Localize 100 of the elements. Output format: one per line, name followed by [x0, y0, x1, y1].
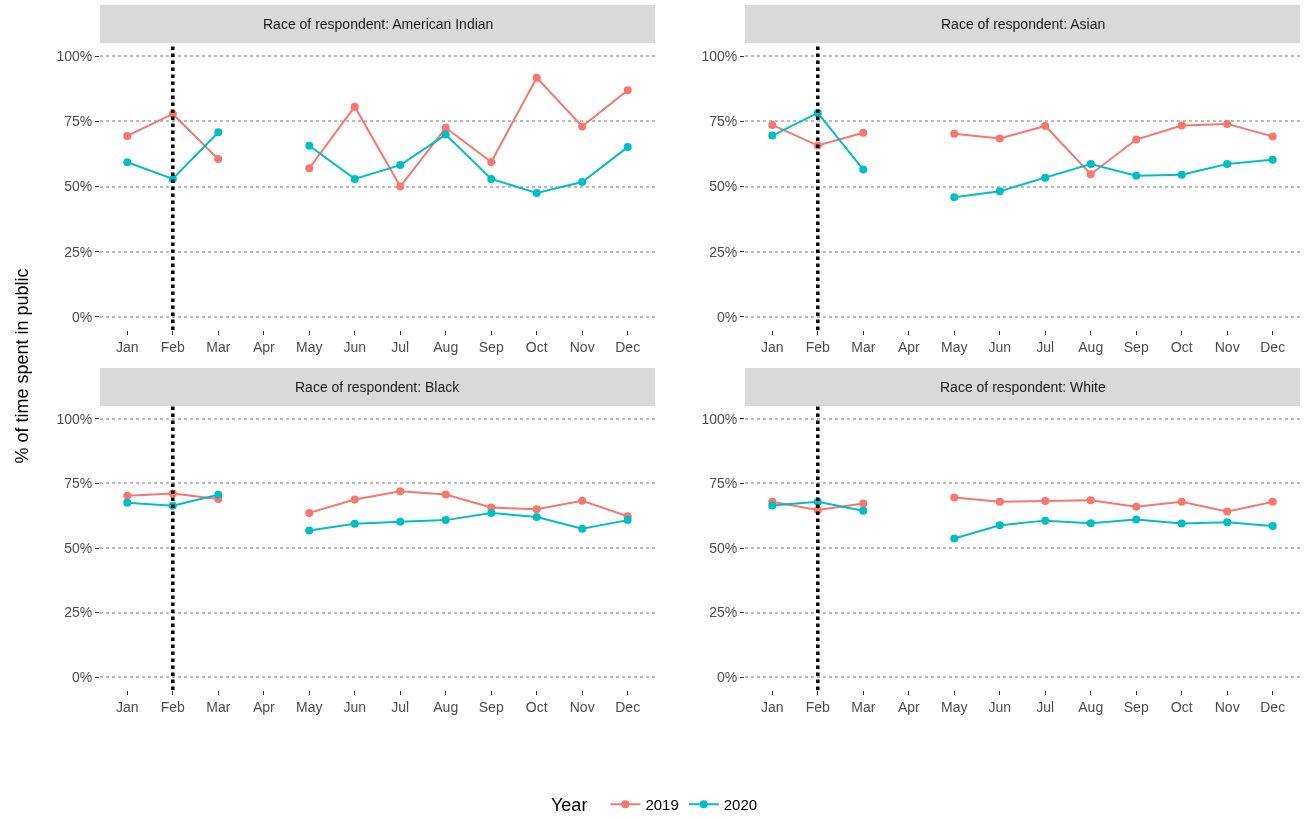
x-tick-label: Nov	[569, 338, 595, 355]
x-tick-label: Jul	[391, 698, 410, 715]
point	[350, 519, 359, 528]
x-tick-label: Dec	[615, 698, 641, 715]
point	[214, 155, 223, 164]
point	[123, 491, 132, 500]
point	[1041, 173, 1050, 182]
point	[350, 102, 359, 111]
y-tick-label: 25%	[709, 243, 738, 260]
legend-label: 2019	[645, 796, 679, 814]
point	[1177, 497, 1186, 506]
y-tick-label: 100%	[701, 410, 738, 427]
x-tick-label: Sep	[1123, 698, 1149, 715]
point	[859, 506, 868, 515]
point	[1041, 497, 1050, 506]
point	[995, 497, 1004, 506]
point	[995, 521, 1004, 530]
x-tick-label: Jun	[343, 338, 367, 355]
point	[1041, 516, 1050, 525]
x-tick-label: Jan	[116, 698, 139, 715]
y-tick-label: 100%	[701, 47, 738, 64]
x-tick-label: May	[941, 338, 968, 355]
x-tick-label: Jan	[761, 698, 784, 715]
y-tick-label: 75%	[709, 113, 738, 130]
y-tick-label: 75%	[64, 113, 93, 130]
point	[950, 129, 959, 138]
point	[1132, 515, 1141, 524]
x-tick-label: Jan	[761, 338, 784, 355]
point	[623, 516, 632, 525]
y-tick-label: 0%	[716, 308, 738, 325]
x-tick-label: Jun	[988, 698, 1012, 715]
point	[441, 490, 450, 499]
y-tick-label: 75%	[709, 475, 738, 492]
x-tick-label: Apr	[897, 338, 920, 355]
x-tick-label: Jan	[116, 338, 139, 355]
point	[1086, 160, 1095, 169]
point	[487, 174, 496, 183]
point	[350, 174, 359, 183]
point	[396, 161, 405, 170]
point	[396, 517, 405, 526]
x-tick-label: Sep	[478, 698, 504, 715]
x-tick-label: Jun	[988, 338, 1012, 355]
point	[1223, 119, 1232, 128]
point	[1132, 135, 1141, 144]
point	[441, 130, 450, 139]
x-tick-label: Nov	[1214, 338, 1240, 355]
y-tick-label: 25%	[64, 243, 93, 260]
x-tick-label: Nov	[569, 698, 595, 715]
chart-title: Race of respondent: Black	[295, 379, 461, 395]
legend-title: Year	[551, 795, 598, 816]
x-tick-label: Sep	[478, 338, 504, 355]
point	[396, 182, 405, 191]
x-tick-label: Aug	[1078, 338, 1104, 355]
x-tick-label: Jul	[1036, 698, 1055, 715]
point	[1086, 170, 1095, 179]
point	[859, 499, 868, 508]
x-tick-label: Jul	[1036, 338, 1055, 355]
x-tick-label: Dec	[1260, 338, 1286, 355]
point	[1041, 121, 1050, 130]
point	[578, 178, 587, 187]
x-tick-label: Aug	[433, 338, 459, 355]
x-tick-label: Mar	[206, 338, 231, 355]
point	[214, 128, 223, 137]
point	[532, 513, 541, 522]
x-tick-label: Nov	[1214, 698, 1240, 715]
point	[441, 516, 450, 525]
point	[1268, 155, 1277, 164]
point	[995, 187, 1004, 196]
y-tick-label: 50%	[709, 178, 738, 195]
y-tick-label: 0%	[71, 668, 93, 685]
point	[1177, 519, 1186, 528]
point	[1086, 519, 1095, 528]
point	[123, 131, 132, 140]
x-tick-label: Dec	[1260, 698, 1286, 715]
x-tick-label: Feb	[805, 698, 831, 715]
point	[532, 189, 541, 198]
y-tick-label: 50%	[64, 178, 93, 195]
x-tick-label: Mar	[851, 698, 876, 715]
point	[578, 496, 587, 505]
x-tick-label: Apr	[897, 698, 920, 715]
x-tick-label: Oct	[525, 698, 548, 715]
y-axis-title: % of time spent in public	[11, 268, 32, 464]
point	[305, 508, 314, 517]
point	[578, 524, 587, 533]
point	[768, 120, 777, 129]
point	[578, 122, 587, 131]
y-tick-label: 0%	[71, 308, 93, 325]
x-tick-label: Dec	[615, 338, 641, 355]
point	[441, 123, 450, 132]
x-tick-label: Oct	[525, 338, 548, 355]
x-tick-label: Feb	[160, 338, 186, 355]
point	[1268, 522, 1277, 531]
point	[123, 498, 132, 507]
x-tick-label: Mar	[851, 338, 876, 355]
x-tick-label: Jun	[343, 698, 367, 715]
point	[950, 193, 959, 202]
point	[1132, 502, 1141, 511]
y-tick-label: 25%	[709, 604, 738, 621]
y-tick-label: 100%	[56, 410, 93, 427]
point	[859, 165, 868, 174]
